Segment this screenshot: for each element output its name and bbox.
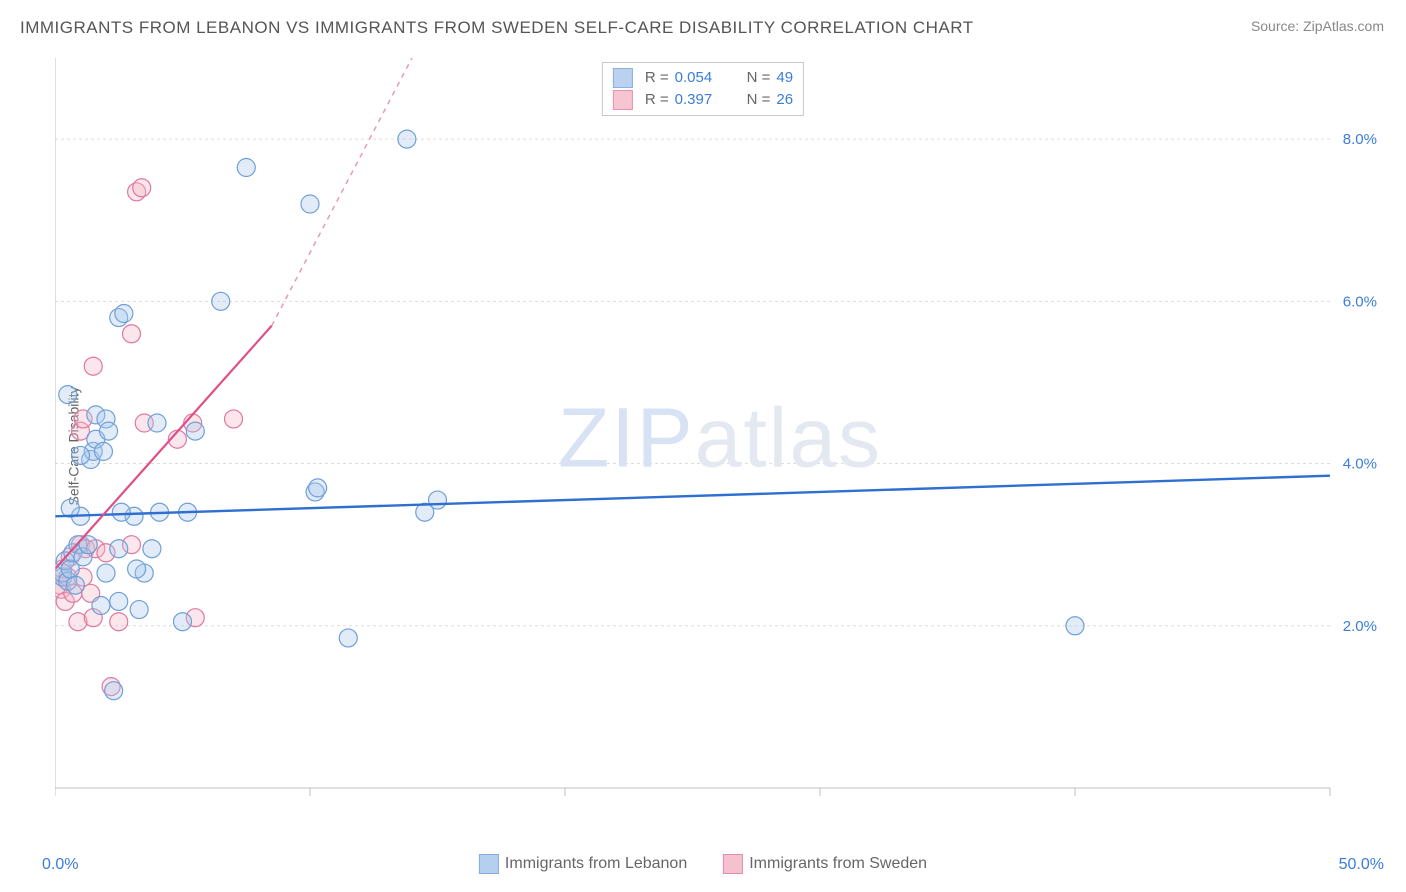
y-tick-label: 4.0% [1343,456,1377,473]
data-point [110,592,128,610]
legend-stats: R = 0.054 N =49 R = 0.397 N =26 [602,62,804,116]
legend-swatch [723,854,743,874]
data-point [398,130,416,148]
data-point [237,159,255,177]
legend-stats-row: R = 0.054 N =49 [613,67,793,89]
data-point [66,576,84,594]
data-point [309,479,327,497]
data-point [174,613,192,631]
data-point [225,410,243,428]
legend-series-label: Immigrants from Lebanon [505,855,687,872]
data-point [416,503,434,521]
legend-series-item: Immigrants from Sweden [723,854,927,874]
source-attribution: Source: ZipAtlas.com [1251,18,1384,34]
data-point [110,613,128,631]
data-point [1066,617,1084,635]
data-point [148,414,166,432]
data-point [72,446,90,464]
trend-line-extrapolated [272,58,412,326]
data-point [110,540,128,558]
n-label: N = [747,89,771,111]
data-point [92,597,110,615]
scatter-plot: ZIPatlas 2.0%4.0%6.0%8.0% [55,58,1385,818]
data-point [143,540,161,558]
n-value: 26 [776,89,793,111]
legend-series-label: Immigrants from Sweden [749,855,927,872]
data-point [301,195,319,213]
r-label: R = [645,89,669,111]
data-point [94,442,112,460]
chart-svg: 2.0% 4.0% 6.0% 8.0% [55,58,1385,818]
legend-swatch [613,68,633,88]
data-point [84,357,102,375]
r-value: 0.054 [675,67,725,89]
y-tick-label: 6.0% [1343,293,1377,310]
legend-swatch [613,90,633,110]
data-point [212,292,230,310]
n-label: N = [747,67,771,89]
trend-line [55,476,1330,517]
data-point [128,560,146,578]
data-point [339,629,357,647]
data-point [130,601,148,619]
r-label: R = [645,67,669,89]
legend-series-item: Immigrants from Lebanon [479,854,687,874]
legend-series: Immigrants from Lebanon Immigrants from S… [479,854,927,874]
data-point [123,325,141,343]
data-point [186,422,204,440]
data-point [133,179,151,197]
y-tick-label: 8.0% [1343,131,1377,148]
r-value: 0.397 [675,89,725,111]
y-tick-label: 2.0% [1343,618,1377,635]
data-point [100,422,118,440]
data-point [59,386,77,404]
data-point [115,305,133,323]
data-point [112,503,130,521]
legend-stats-row: R = 0.397 N =26 [613,89,793,111]
n-value: 49 [776,67,793,89]
legend-swatch [479,854,499,874]
chart-title: IMMIGRANTS FROM LEBANON VS IMMIGRANTS FR… [20,18,974,38]
data-point [97,564,115,582]
data-point [105,682,123,700]
x-axis-max-label: 50.0% [1339,856,1384,874]
x-axis-min-label: 0.0% [42,856,78,874]
